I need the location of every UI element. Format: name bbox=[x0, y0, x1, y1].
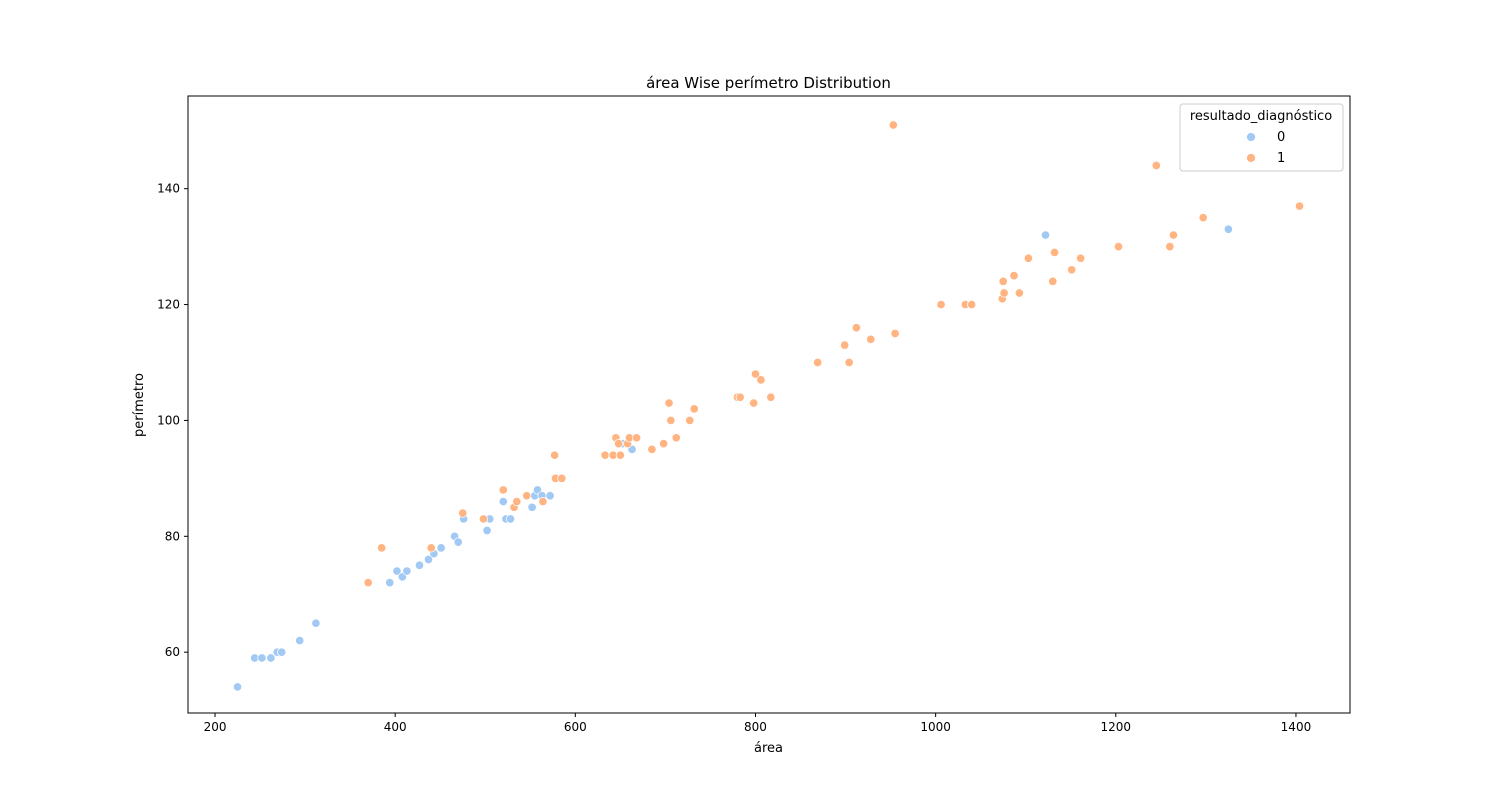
data-point-series-1 bbox=[750, 369, 761, 379]
data-point-series-1 bbox=[766, 392, 776, 402]
chart-title: área Wise perímetro Distribution bbox=[646, 74, 891, 92]
data-point-series-0 bbox=[257, 653, 267, 663]
y-axis: 60 80 100 120 140 bbox=[157, 182, 188, 659]
data-point-series-1 bbox=[1067, 265, 1077, 275]
data-point-series-1 bbox=[1014, 288, 1024, 298]
data-point-series-0 bbox=[423, 554, 434, 565]
data-point-series-0 bbox=[277, 647, 287, 657]
y-tick-label: 140 bbox=[157, 182, 180, 196]
data-point-series-1 bbox=[685, 415, 695, 425]
data-point-series-1 bbox=[998, 276, 1008, 286]
data-point-series-1 bbox=[1023, 253, 1033, 263]
data-point-series-0 bbox=[453, 537, 463, 547]
data-point-series-1 bbox=[890, 328, 900, 339]
data-point-series-1 bbox=[666, 415, 676, 425]
data-point-series-1 bbox=[664, 398, 674, 408]
y-tick-label: 100 bbox=[157, 413, 180, 427]
data-point-series-1 bbox=[632, 433, 642, 443]
data-point-series-1 bbox=[1198, 213, 1208, 223]
data-point-series-1 bbox=[377, 543, 387, 553]
legend-marker-1 bbox=[1246, 153, 1256, 163]
data-point-series-1 bbox=[426, 543, 436, 553]
data-point-series-0 bbox=[527, 502, 537, 512]
x-tick-label: 1200 bbox=[1101, 720, 1132, 734]
legend-label-0: 0 bbox=[1277, 130, 1285, 145]
data-point-series-1 bbox=[1113, 242, 1124, 252]
data-point-series-0 bbox=[436, 543, 446, 553]
data-point-series-1 bbox=[538, 496, 548, 507]
data-point-series-1 bbox=[557, 473, 567, 483]
data-point-series-1 bbox=[967, 300, 977, 310]
legend-label-1: 1 bbox=[1277, 151, 1285, 166]
data-point-series-1 bbox=[671, 433, 681, 443]
y-tick-label: 60 bbox=[165, 645, 180, 659]
data-point-series-1 bbox=[844, 357, 854, 368]
data-point-series-1 bbox=[1165, 242, 1175, 252]
data-point-series-1 bbox=[478, 514, 489, 524]
plot-frame bbox=[187, 95, 1351, 714]
legend: resultado_diagnóstico 0 1 bbox=[1179, 103, 1344, 172]
x-tick-label: 1400 bbox=[1281, 720, 1312, 734]
y-axis-title: perímetro bbox=[132, 373, 147, 437]
points-layer bbox=[232, 120, 1305, 692]
data-point-series-1 bbox=[1049, 247, 1060, 257]
data-point-series-1 bbox=[735, 392, 745, 402]
legend-title: resultado_diagnóstico bbox=[1190, 109, 1332, 124]
data-point-series-0 bbox=[498, 496, 508, 507]
data-point-series-1 bbox=[1076, 253, 1086, 263]
data-point-series-1 bbox=[1048, 276, 1058, 286]
data-point-series-0 bbox=[392, 566, 402, 576]
x-tick-label: 400 bbox=[384, 720, 407, 734]
x-tick-label: 200 bbox=[204, 720, 227, 734]
data-point-series-1 bbox=[522, 491, 532, 501]
data-point-series-1 bbox=[749, 398, 759, 408]
y-tick-label: 120 bbox=[157, 298, 180, 312]
data-point-series-1 bbox=[936, 300, 946, 310]
data-point-series-0 bbox=[295, 636, 305, 646]
data-point-series-1 bbox=[888, 120, 898, 130]
data-point-series-1 bbox=[659, 439, 669, 449]
x-tick-label: 1000 bbox=[920, 720, 951, 734]
data-point-series-1 bbox=[498, 485, 508, 495]
data-point-series-1 bbox=[866, 334, 876, 344]
data-point-series-1 bbox=[1151, 160, 1161, 171]
data-point-series-0 bbox=[414, 560, 425, 570]
data-point-series-0 bbox=[1223, 224, 1233, 234]
data-point-series-1 bbox=[647, 444, 657, 454]
data-point-series-1 bbox=[363, 578, 373, 588]
x-tick-label: 600 bbox=[564, 720, 587, 734]
data-point-series-1 bbox=[689, 404, 699, 414]
x-axis-title: área bbox=[754, 741, 783, 756]
legend-box bbox=[1179, 103, 1344, 172]
data-point-series-1 bbox=[512, 496, 522, 507]
data-point-series-0 bbox=[505, 514, 516, 524]
data-point-series-1 bbox=[999, 288, 1009, 298]
data-point-series-0 bbox=[266, 653, 276, 663]
data-point-series-0 bbox=[482, 525, 492, 536]
data-point-series-1 bbox=[550, 450, 560, 460]
data-point-series-0 bbox=[232, 682, 243, 692]
y-tick-label: 80 bbox=[165, 529, 180, 543]
x-tick-label: 800 bbox=[744, 720, 767, 734]
data-point-series-1 bbox=[840, 340, 850, 350]
data-point-series-1 bbox=[1168, 230, 1178, 240]
data-point-series-1 bbox=[1009, 271, 1019, 281]
data-point-series-1 bbox=[813, 357, 823, 368]
data-point-series-0 bbox=[402, 566, 412, 576]
data-point-series-0 bbox=[545, 491, 555, 501]
data-point-series-1 bbox=[614, 439, 624, 449]
data-point-series-1 bbox=[615, 450, 625, 460]
legend-marker-0 bbox=[1246, 132, 1256, 142]
data-point-series-1 bbox=[600, 450, 610, 460]
data-point-series-0 bbox=[385, 578, 395, 588]
data-point-series-1 bbox=[756, 375, 766, 385]
x-axis: 200 400 600 800 1000 1200 1400 bbox=[204, 713, 1312, 734]
data-point-series-1 bbox=[1295, 201, 1305, 211]
data-point-series-0 bbox=[311, 618, 321, 628]
data-point-series-1 bbox=[458, 508, 468, 518]
data-point-series-1 bbox=[851, 323, 861, 333]
data-point-series-0 bbox=[1040, 230, 1051, 240]
